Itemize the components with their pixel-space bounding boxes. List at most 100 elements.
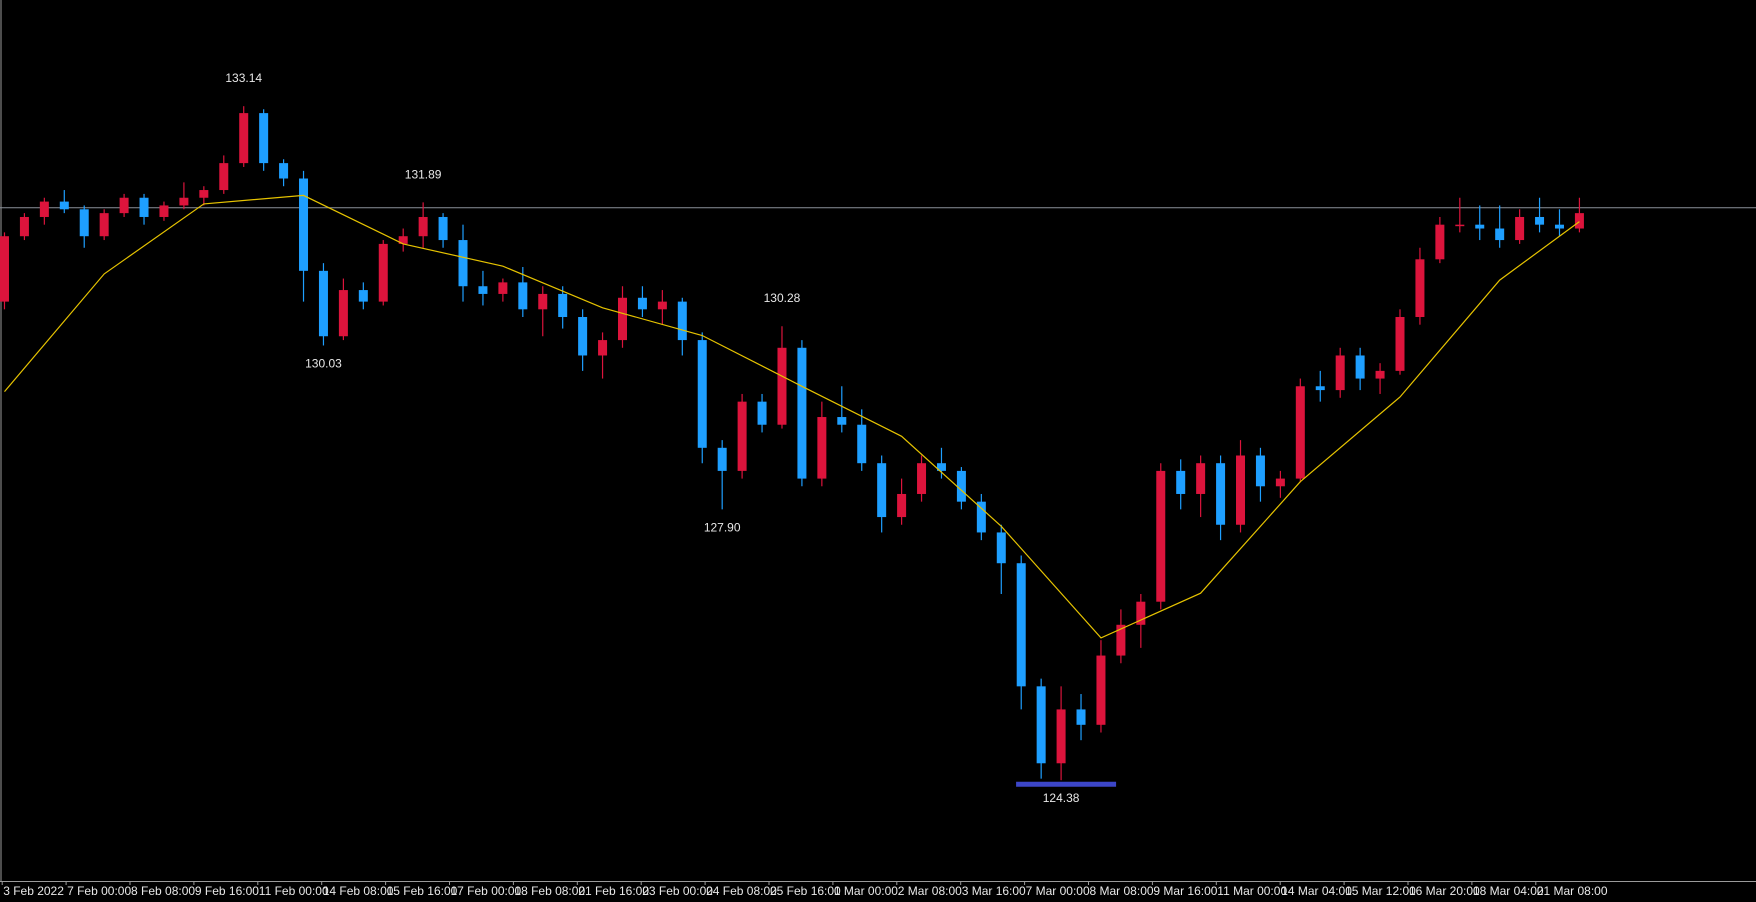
- candle-body: [737, 401, 747, 471]
- candle-body: [1395, 317, 1405, 371]
- x-tick-label: 8 Feb 08:00: [131, 884, 195, 898]
- candle-body: [757, 401, 767, 425]
- candle-body: [438, 216, 448, 241]
- price-annotation: 127.90: [704, 520, 741, 534]
- candle-body: [538, 293, 548, 310]
- x-tick-label: 25 Feb 16:00: [770, 884, 841, 898]
- x-tick-label: 11 Mar 00:00: [1217, 884, 1287, 898]
- candle-body: [279, 163, 289, 179]
- candle-body: [777, 347, 787, 425]
- candle-body: [1096, 655, 1106, 725]
- candle-body: [0, 236, 9, 302]
- candle-body: [1475, 224, 1485, 229]
- candle-body: [458, 240, 468, 287]
- candle-body: [99, 213, 109, 237]
- candle-body: [159, 205, 169, 217]
- candle-body: [1515, 216, 1525, 241]
- candle-body: [578, 317, 588, 356]
- candle-body: [558, 293, 568, 318]
- candle-body: [1455, 224, 1465, 227]
- candle-body: [19, 216, 29, 237]
- candle-body: [299, 178, 309, 271]
- x-tick-label: 9 Mar 16:00: [1153, 884, 1217, 898]
- candle-body: [1116, 624, 1126, 656]
- price-annotation: 131.89: [405, 167, 442, 181]
- candle-body: [617, 297, 627, 341]
- candle-body: [1335, 355, 1345, 391]
- candle-body: [637, 297, 647, 310]
- candle-body: [897, 493, 907, 518]
- candle-body: [1236, 455, 1246, 525]
- x-tick-label: 3 Mar 16:00: [962, 884, 1026, 898]
- candle-body: [79, 209, 89, 237]
- x-tick-label: 21 Mar 08:00: [1537, 884, 1608, 898]
- candle-body: [1415, 259, 1425, 318]
- candle-body: [1574, 213, 1584, 229]
- candle-body: [1435, 224, 1445, 260]
- candle-body: [717, 447, 727, 471]
- candle-body: [1255, 455, 1265, 487]
- x-tick-label: 1 Mar 00:00: [834, 884, 898, 898]
- x-tick-label: 3 Feb 2022: [3, 884, 64, 898]
- price-annotation: 130.03: [305, 356, 342, 370]
- candle-body: [1076, 709, 1086, 725]
- candle-body: [1176, 470, 1186, 494]
- x-tick-label: 24 Feb 08:00: [706, 884, 777, 898]
- moving-average: [4, 194, 1580, 639]
- x-tick-label: 8 Mar 08:00: [1090, 884, 1154, 898]
- x-tick-label: 15 Mar 12:00: [1345, 884, 1416, 898]
- x-tick-label: 14 Mar 04:00: [1281, 884, 1352, 898]
- candle-body: [1495, 228, 1505, 241]
- x-tick-label: 16 Mar 20:00: [1409, 884, 1480, 898]
- candle-body: [1216, 463, 1226, 525]
- x-tick-label: 7 Mar 00:00: [1026, 884, 1090, 898]
- candle-body: [378, 243, 388, 302]
- price-annotation: 130.28: [764, 291, 801, 305]
- candle-body: [976, 501, 986, 533]
- candle-body: [478, 286, 488, 294]
- x-tick-label: 7 Feb 00:00: [67, 884, 131, 898]
- price-annotation: 133.14: [225, 71, 262, 85]
- candle-body: [39, 201, 49, 217]
- x-tick-label: 2 Mar 08:00: [898, 884, 962, 898]
- candle-body: [837, 417, 847, 425]
- candle-body: [936, 463, 946, 471]
- x-tick-label: 21 Feb 16:00: [578, 884, 649, 898]
- candle-body: [1136, 601, 1146, 625]
- x-tick-label: 17 Feb 00:00: [451, 884, 522, 898]
- candle-body: [1275, 478, 1285, 487]
- candle-body: [697, 340, 707, 448]
- candle-body: [398, 236, 408, 244]
- candle-body: [358, 290, 368, 302]
- candle-body: [1056, 709, 1066, 764]
- candle-body: [1535, 216, 1545, 225]
- candle-body: [1196, 463, 1206, 494]
- candle-body: [817, 417, 827, 479]
- candle-body: [219, 163, 229, 191]
- candle-body: [1156, 470, 1166, 602]
- candle-body: [1355, 355, 1365, 379]
- candle-body: [338, 290, 348, 337]
- x-tick-label: 18 Feb 08:00: [514, 884, 585, 898]
- x-tick-label: 9 Feb 16:00: [195, 884, 259, 898]
- candle-body: [1375, 370, 1385, 379]
- candle-body: [199, 190, 209, 198]
- candle-body: [259, 113, 269, 164]
- candle-body: [857, 424, 867, 464]
- candle-body: [677, 301, 687, 341]
- candle-body: [498, 282, 508, 294]
- candle-body: [996, 532, 1006, 564]
- candle-body: [59, 201, 69, 210]
- x-tick-label: 14 Feb 08:00: [323, 884, 394, 898]
- x-tick-label: 15 Feb 16:00: [387, 884, 458, 898]
- candle-body: [877, 463, 887, 518]
- candle-body: [1554, 224, 1564, 229]
- candle-body: [1036, 686, 1046, 764]
- candle-body: [239, 113, 249, 164]
- candle-body: [418, 216, 428, 237]
- candle-body: [1295, 386, 1305, 479]
- candle-body: [956, 470, 966, 502]
- candle-body: [1016, 563, 1026, 687]
